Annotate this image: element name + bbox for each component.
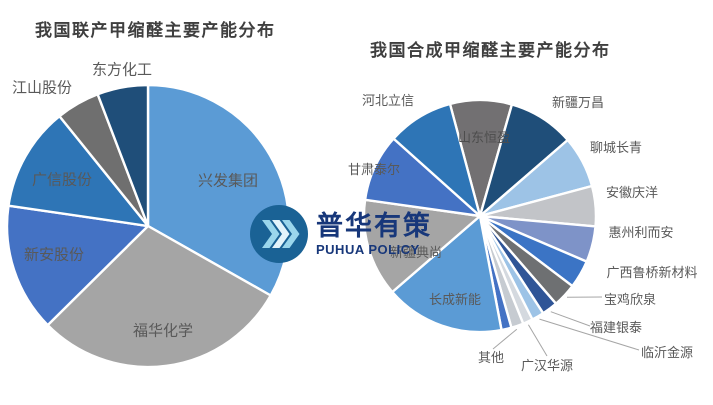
leader-line [527,324,548,357]
slice-label: 新疆典尚 [389,244,443,260]
slice-label: 广汉华源 [520,357,574,373]
leader-line [539,318,640,351]
slice-label: 广信股份 [31,171,93,189]
slice-label: 新安股份 [23,246,85,264]
slice-label: 江山股份 [11,79,73,97]
slice-label: 福建银泰 [589,319,643,335]
brand-text-block: 普华有策 PUHUA POLICY [316,210,432,257]
slice-label: 河北立信 [361,92,415,108]
slice-label: 临沂金源 [640,344,694,360]
slice-label: 其他 [477,349,505,365]
pie-slice [46,224,272,369]
leader-line [492,328,518,350]
slice-label: 广西鲁桥新材料 [606,264,698,280]
slice-label: 安徽庆洋 [605,184,659,200]
slice-label: 兴发集团 [197,172,259,190]
slice-label: 聊城长青 [589,139,643,155]
pie-slice [5,204,150,327]
brand-name-en: PUHUA POLICY [316,241,420,257]
pie-slice [96,83,150,228]
chart-title-left: 我国联产甲缩醛主要产能分布 [35,21,276,40]
slice-label: 甘肃泰尔 [347,161,401,177]
pie-slice [7,115,150,228]
pie-slice [362,198,482,294]
slice-label: 东方化工 [91,61,153,79]
slice-label: 惠州利而安 [608,224,674,240]
slice-label: 长成新能 [428,291,482,307]
brand-name: 普华有策 [316,210,432,241]
brand-watermark: 普华有策 PUHUA POLICY [250,205,432,263]
pie-slice [392,102,482,218]
pie-slice [391,214,503,334]
brand-logo-icon [250,205,308,263]
slice-label: 新疆万昌 [551,94,605,110]
leader-line [550,311,591,327]
chart-title-right: 我国合成甲缩醛主要产能分布 [370,41,611,60]
slice-label: 宝鸡欣泉 [603,291,657,307]
slice-label: 福华化学 [132,322,194,340]
slice-label: 山东恒盈 [458,130,511,145]
